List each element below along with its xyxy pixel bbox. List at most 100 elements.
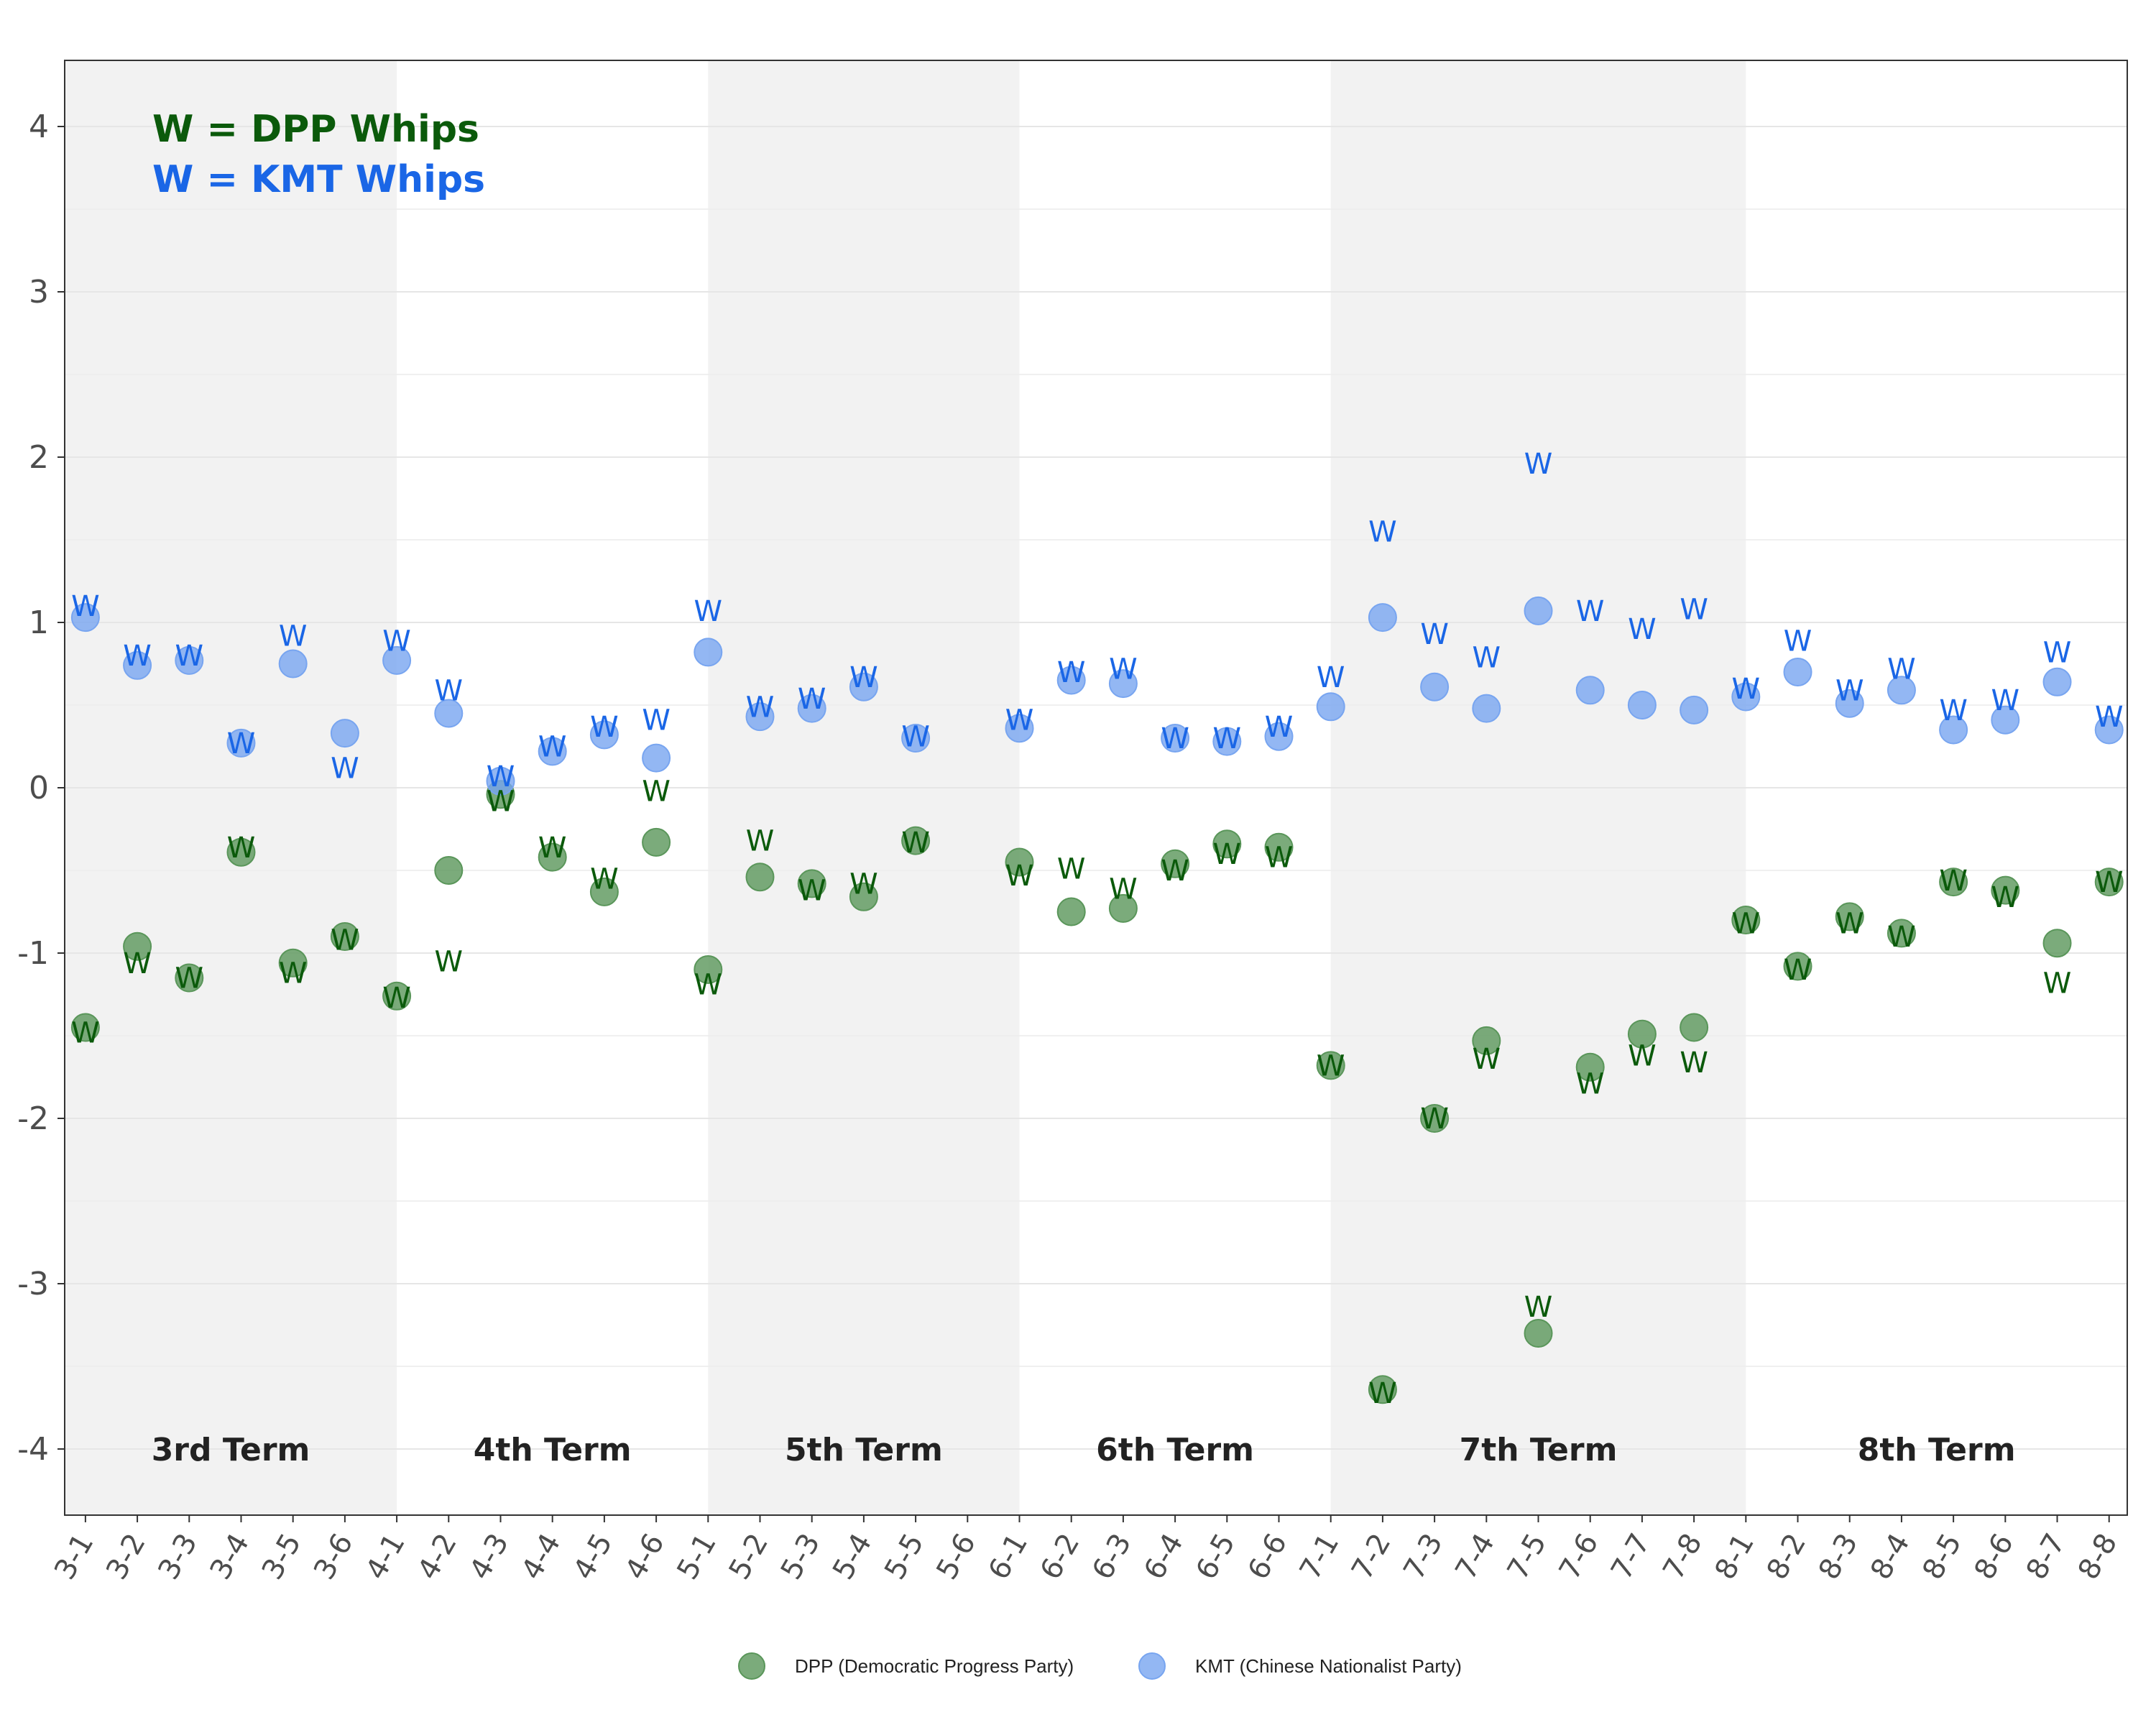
kmt-point [745, 702, 775, 732]
whip-key: W = DPP Whips W = KMT Whips [152, 108, 485, 201]
kmt-point [1056, 666, 1086, 695]
kmt-point [1524, 596, 1553, 625]
kmt-point [1991, 705, 2020, 735]
kmt-whip-marker: W [331, 752, 359, 785]
dpp-point [1524, 1319, 1553, 1348]
kmt-whip-marker: W [1420, 618, 1449, 651]
x-tick-label: 7-6 [1553, 1528, 1606, 1586]
kmt-point [1575, 676, 1605, 705]
dpp-point [901, 826, 931, 855]
dpp-point [849, 882, 878, 911]
dpp-whip-marker: W [382, 982, 411, 1015]
dpp-point [745, 862, 775, 892]
dpp-whip-marker: W [1680, 1046, 1708, 1080]
dpp-point [1835, 902, 1864, 932]
kmt-whip-marker: W [798, 683, 826, 716]
x-tick-label: 5-1 [671, 1528, 723, 1586]
kmt-point [382, 645, 412, 675]
kmt-whip-marker: W [1680, 594, 1708, 627]
term-label: 8th Term [1858, 1432, 2016, 1468]
dpp-point [382, 981, 412, 1011]
y-axis: -4 -3 -2 -1 0 1 2 3 4 [17, 109, 65, 1468]
x-tick-label: 7-2 [1345, 1528, 1398, 1586]
kmt-whip-marker: W [435, 674, 464, 707]
kmt-whip-marker: W [1265, 711, 1294, 744]
kmt-whip-key: W = KMT Whips [152, 158, 485, 201]
y-tick-label: 1 [29, 604, 49, 641]
dpp-point [1264, 832, 1294, 862]
y-tick-label: 3 [29, 274, 49, 310]
dpp-point [1939, 868, 1968, 897]
x-tick-label: 8-1 [1708, 1528, 1761, 1586]
kmt-whip-marker: W [1887, 653, 1916, 686]
dpp-point [538, 842, 567, 872]
dpp-whip-marker: W [2043, 967, 2072, 1000]
dpp-point [2042, 929, 2072, 958]
dpp-whip-marker: W [1991, 881, 2020, 914]
dpp-point [1316, 1051, 1345, 1080]
dpp-point [1731, 906, 1761, 934]
kmt-whip-marker: W [1317, 661, 1345, 694]
dpp-whip-marker: W [1161, 855, 1189, 888]
kmt-whip-marker: W [1524, 448, 1553, 481]
term-label: 5th Term [785, 1432, 943, 1468]
dpp-whip-marker: W [487, 785, 515, 818]
kmt-whip-marker: W [175, 640, 204, 673]
x-tick-label: 7-7 [1605, 1528, 1657, 1586]
kmt-whip-marker: W [1213, 722, 1242, 755]
dpp-whip-marker: W [1317, 1049, 1345, 1082]
dpp-point [2094, 868, 2124, 897]
kmt-whip-marker: W [1057, 656, 1086, 689]
dpp-point [1991, 875, 2020, 905]
dpp-whip-marker: W [1109, 873, 1138, 906]
x-tick-label: 3-6 [308, 1528, 360, 1586]
dpp-whip-marker: W [1265, 842, 1294, 875]
y-tick-label: -1 [17, 935, 49, 972]
kmt-whip-marker: W [590, 711, 619, 744]
y-tick-label: -4 [17, 1431, 49, 1468]
x-tick-label: 4-3 [464, 1528, 516, 1586]
kmt-point [2042, 667, 2072, 696]
x-tick-label: 4-5 [567, 1528, 619, 1586]
x-tick-label: 8-2 [1761, 1528, 1813, 1586]
dpp-point [1783, 952, 1812, 981]
x-tick-label: 8-7 [2020, 1528, 2073, 1586]
kmt-point [434, 699, 464, 728]
kmt-whip-marker: W [1005, 704, 1034, 737]
x-tick-label: 3-5 [256, 1528, 308, 1586]
kmt-whip-marker: W [2043, 636, 2072, 669]
kmt-point [1680, 695, 1709, 724]
kmt-point [175, 645, 204, 675]
x-tick-label: 8-6 [1968, 1528, 2020, 1586]
kmt-point [330, 719, 359, 748]
dpp-point [1368, 1375, 1397, 1404]
y-tick-label: 4 [29, 109, 49, 145]
x-tick-label: 7-5 [1501, 1528, 1554, 1586]
x-tick-label: 5-3 [775, 1528, 827, 1586]
kmt-whip-marker: W [642, 704, 671, 737]
dpp-point [1575, 1052, 1605, 1082]
x-tick-label: 4-4 [515, 1528, 568, 1586]
kmt-point [123, 650, 152, 680]
kmt-point [849, 672, 878, 702]
dpp-point [1472, 1026, 1501, 1055]
dpp-point [70, 1013, 100, 1042]
dpp-whip-marker: W [279, 957, 308, 990]
kmt-whip-marker: W [746, 691, 775, 724]
dpp-point [1005, 847, 1034, 877]
kmt-point [1264, 722, 1294, 751]
kmt-point [70, 603, 100, 632]
dpp-whip-marker: W [435, 946, 464, 979]
dpp-whip-marker: W [1628, 1040, 1657, 1073]
kmt-whip-marker: W [1576, 595, 1605, 628]
dpp-point [1420, 1104, 1450, 1133]
legend-swatch [1138, 1652, 1166, 1680]
y-tick-label: 0 [29, 770, 49, 806]
dpp-whip-marker: W [71, 1016, 100, 1049]
x-tick-label: 3-1 [48, 1528, 101, 1586]
kmt-whip-marker: W [279, 620, 308, 653]
dpp-point [1108, 893, 1138, 923]
kmt-whip-marker: W [1732, 673, 1761, 706]
kmt-whip-marker: W [1991, 684, 2020, 717]
